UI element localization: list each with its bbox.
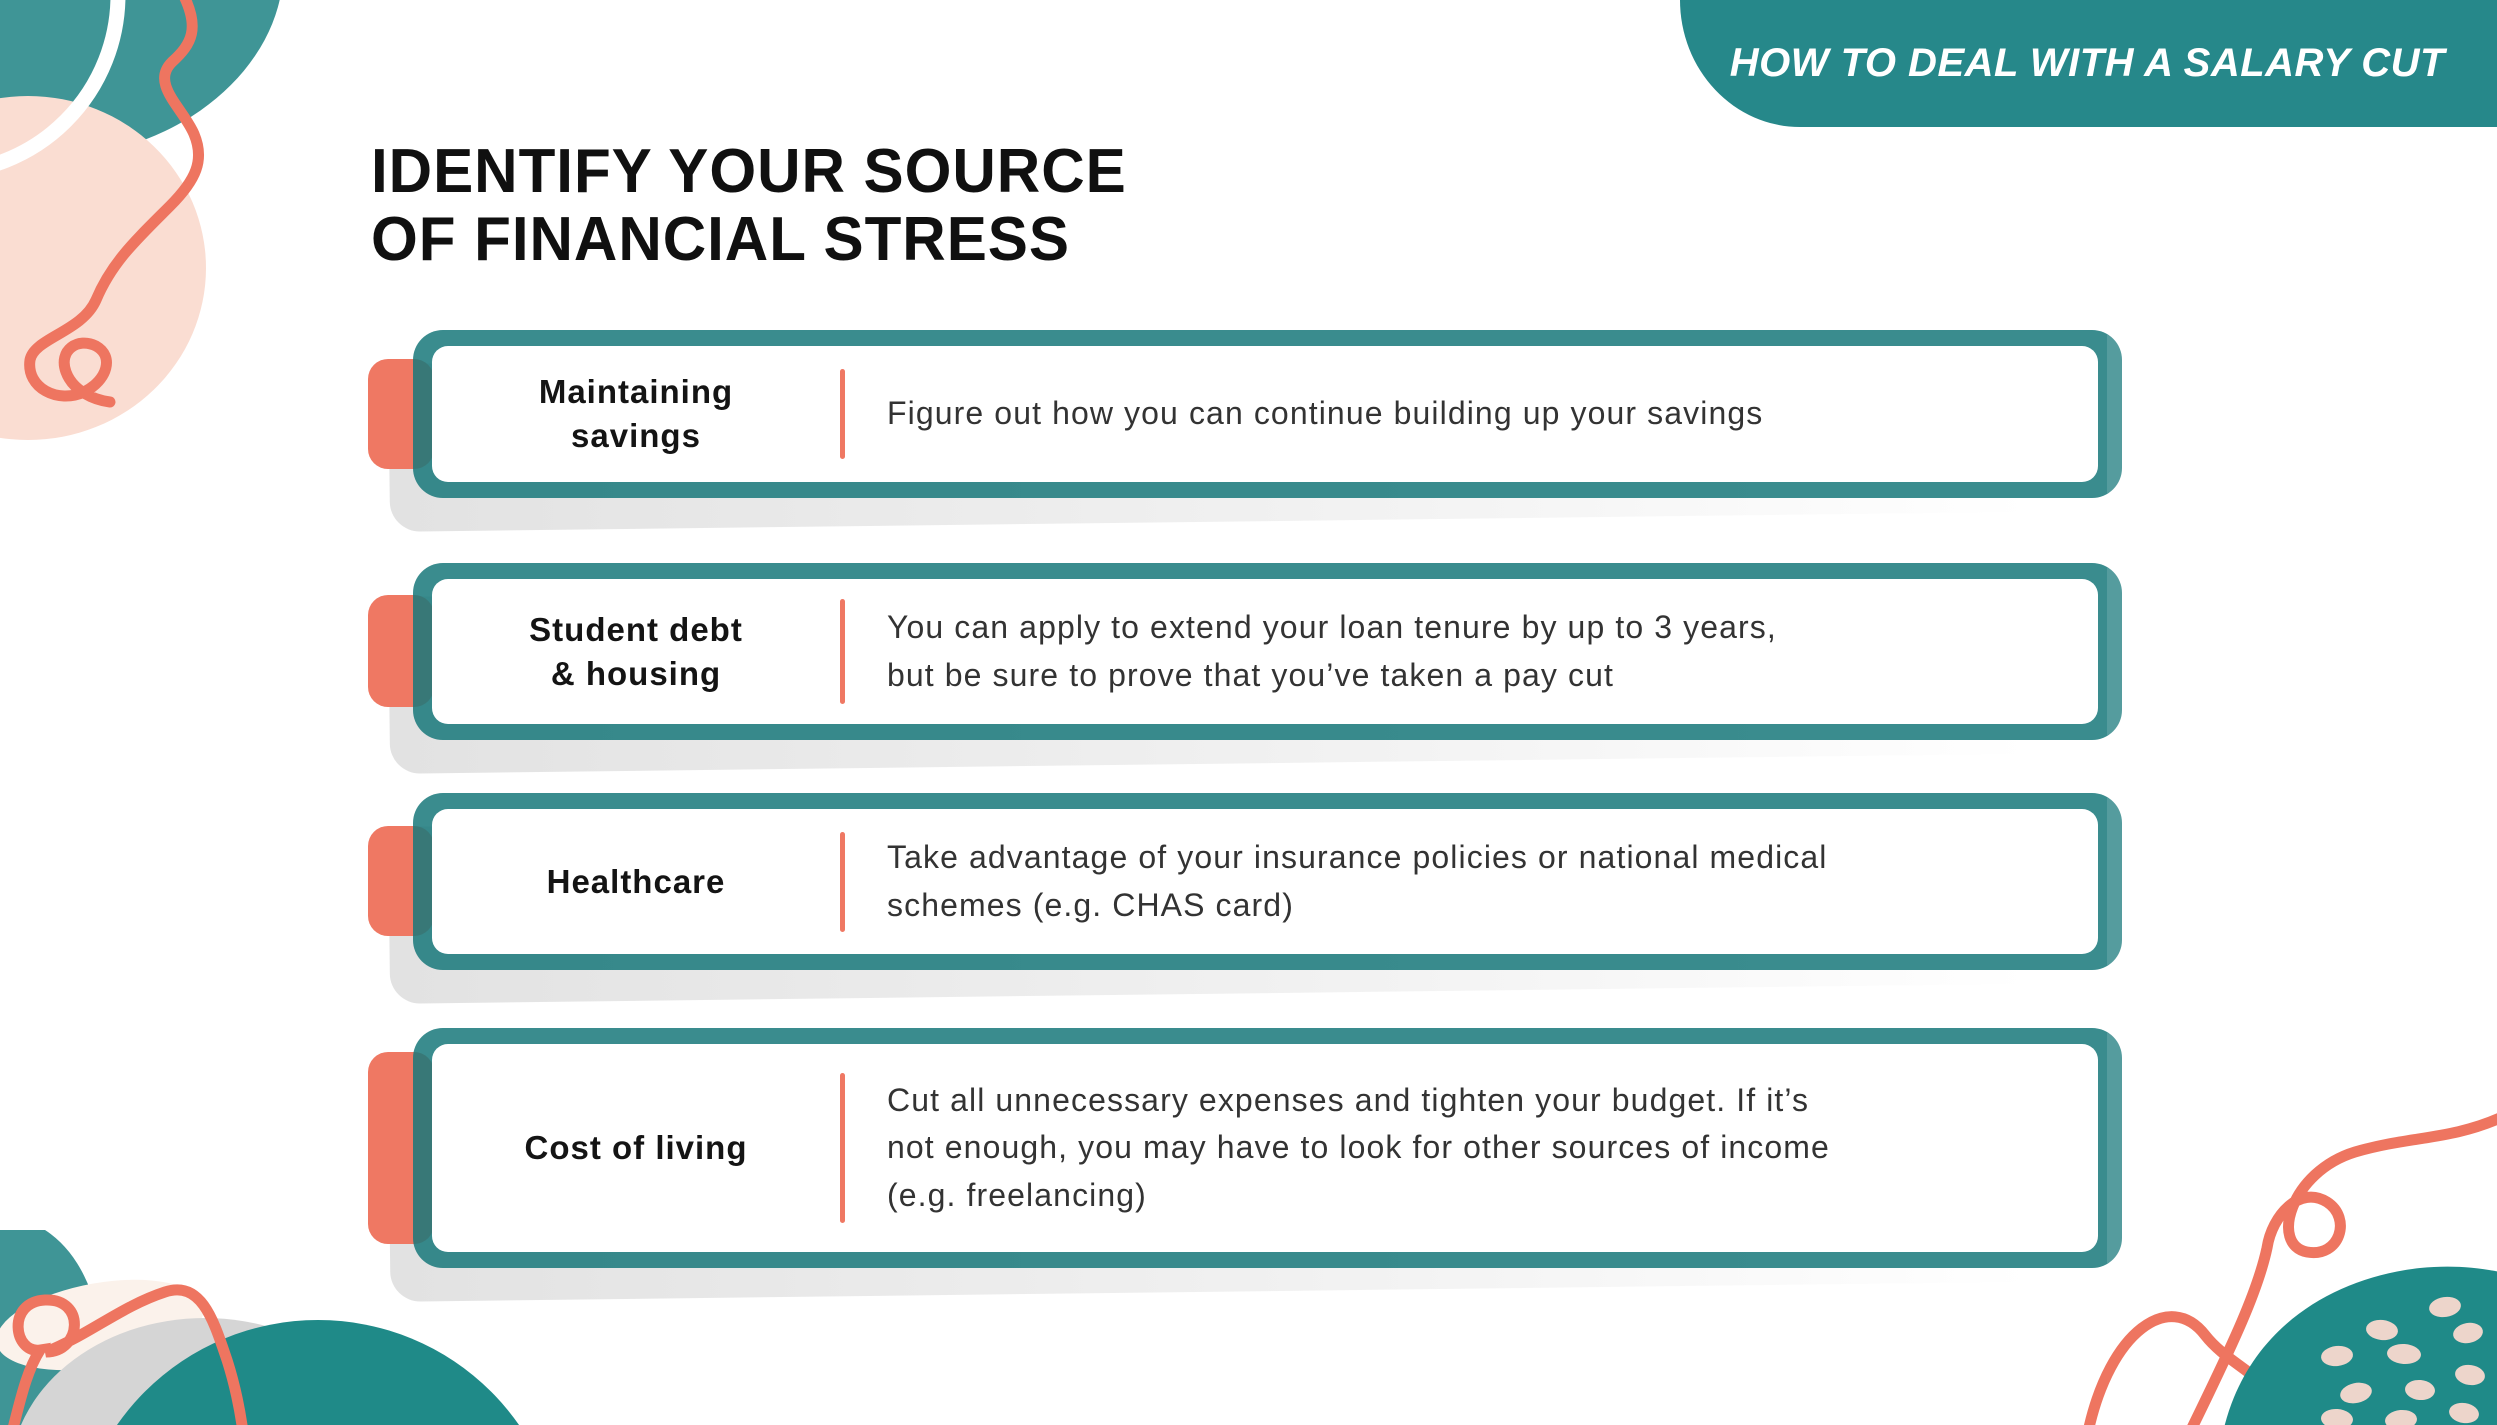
coral-squiggle [24,0,205,408]
card-label: Maintaining savings [538,373,734,454]
card-body: Healthcare Take advantage of your insura… [432,809,2098,954]
stress-source-card-healthcare: Healthcare Take advantage of your insura… [368,793,2122,1004]
card-description: Cut all unnecessary expenses and tighten… [887,1081,1830,1213]
card-divider [840,369,845,459]
pink-blob [0,96,206,440]
top-left-decoration [0,0,284,440]
stress-source-card-student-debt-housing: Student debt & housing You can apply to … [368,563,2122,774]
card-divider [840,1073,845,1223]
card-description: Take advantage of your insurance policie… [887,839,1828,923]
coral-loop-squiggle [2187,1113,2497,1425]
pink-dots [2321,1296,2485,1425]
dark-teal-blob [116,1320,520,1425]
page-title: IDENTIFY YOUR SOURCE OF FINANCIAL STRESS [371,137,1127,274]
cream-blob [0,1279,204,1371]
card-body: Cost of living Cut all unnecessary expen… [432,1044,2098,1252]
card-body: Student debt & housing You can apply to … [432,579,2098,724]
teal-blob [0,0,284,158]
ribbon-title: HOW TO DEAL WITH A SALARY CUT [1729,41,2445,85]
card-divider [840,831,845,932]
card-frame: Cost of living Cut all unnecessary expen… [413,1028,2122,1268]
card-frame: Student debt & housing You can apply to … [413,563,2122,740]
white-ring [0,0,126,171]
gray-blob [21,1318,389,1425]
card-description: Figure out how you can continue building… [887,395,1764,432]
teal-blob [0,1230,104,1425]
card-frame: Healthcare Take advantage of your insura… [413,793,2122,970]
stress-source-card-cost-of-living: Cost of living Cut all unnecessary expen… [368,1028,2122,1302]
card-description: You can apply to extend your loan tenure… [887,609,1777,693]
card-frame: Maintaining savings Figure out how you c… [413,330,2122,498]
header-ribbon: HOW TO DEAL WITH A SALARY CUT [1680,0,2497,127]
dotted-teal-blob [2224,1266,2497,1425]
card-body: Maintaining savings Figure out how you c… [432,346,2098,482]
bottom-right-decoration [2084,1113,2497,1425]
card-label: Student debt & housing [529,610,743,692]
coral-squiggle [8,1284,248,1425]
card-label: Cost of living [524,1129,748,1167]
stress-source-card-maintaining-savings: Maintaining savings Figure out how you c… [368,330,2122,532]
card-divider [840,599,845,704]
coral-wave [2084,1311,2306,1425]
card-label: Healthcare [546,862,726,900]
